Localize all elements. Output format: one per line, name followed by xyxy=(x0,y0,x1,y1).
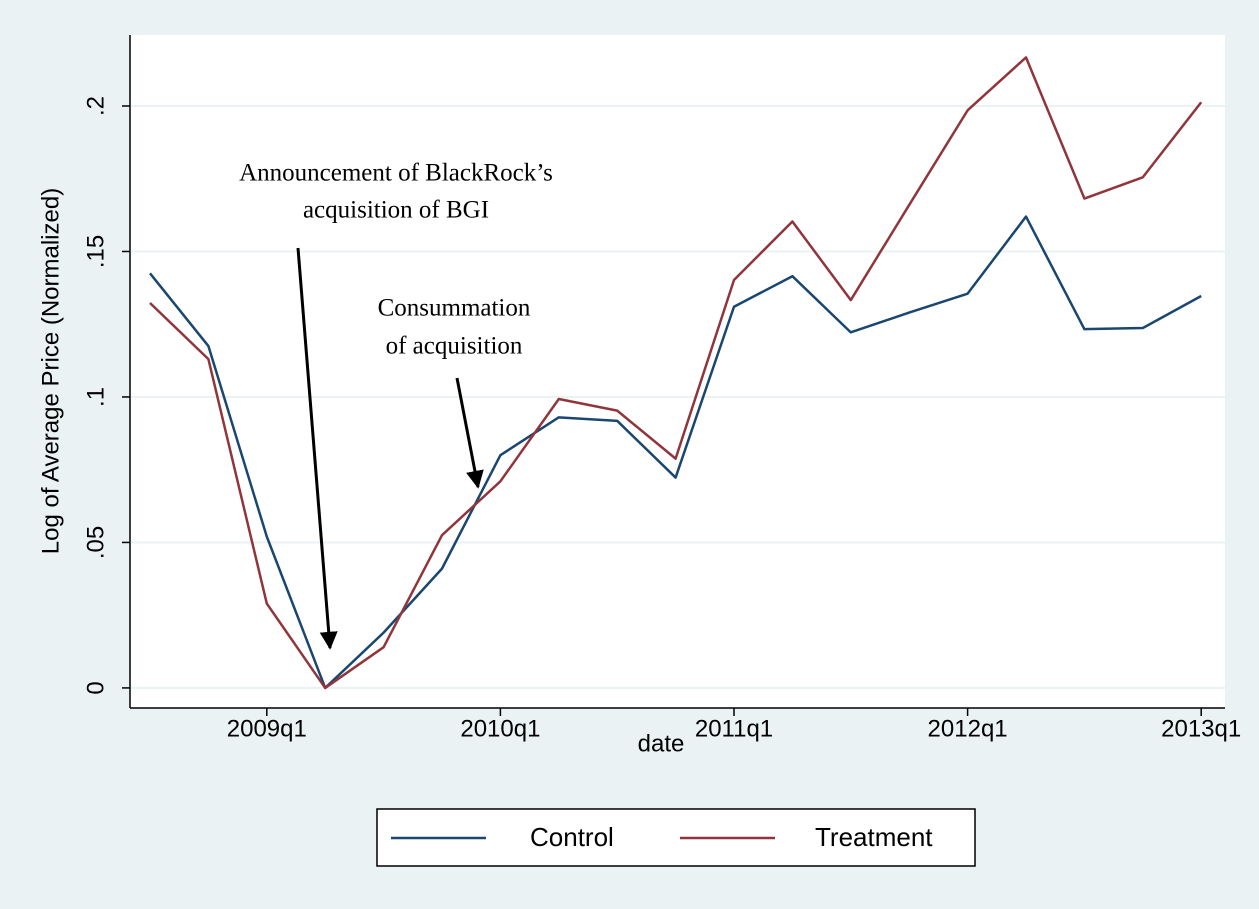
annotation: Consummation xyxy=(378,295,531,322)
annotation-arrow xyxy=(296,247,338,650)
x-tick-label: 2012q1 xyxy=(928,715,1008,742)
x-tick-label: 2011q1 xyxy=(695,715,773,742)
series-line xyxy=(149,56,1203,690)
legend-label: Treatment xyxy=(815,822,933,852)
annotation: of acquisition xyxy=(386,333,523,360)
x-tick-label: 2009q1 xyxy=(227,715,307,742)
plot-area xyxy=(130,35,1225,708)
y-tick-label: .1 xyxy=(82,387,109,407)
y-tick-label: .2 xyxy=(82,96,109,116)
annotation-arrow xyxy=(455,377,484,489)
y-tick-label: .05 xyxy=(82,526,109,559)
annotation: acquisition of BGI xyxy=(303,197,489,224)
y-axis-title: Log of Average Price (Normalized) xyxy=(37,188,64,554)
y-tick-label: .15 xyxy=(82,235,109,268)
legend-label: Control xyxy=(530,822,614,852)
x-tick-label: 2013q1 xyxy=(1161,715,1241,742)
x-axis-title: date xyxy=(638,730,685,757)
y-tick-label: 0 xyxy=(82,681,109,694)
x-tick-label: 2010q1 xyxy=(460,715,540,742)
annotation: Announcement of BlackRock’s xyxy=(239,160,553,187)
